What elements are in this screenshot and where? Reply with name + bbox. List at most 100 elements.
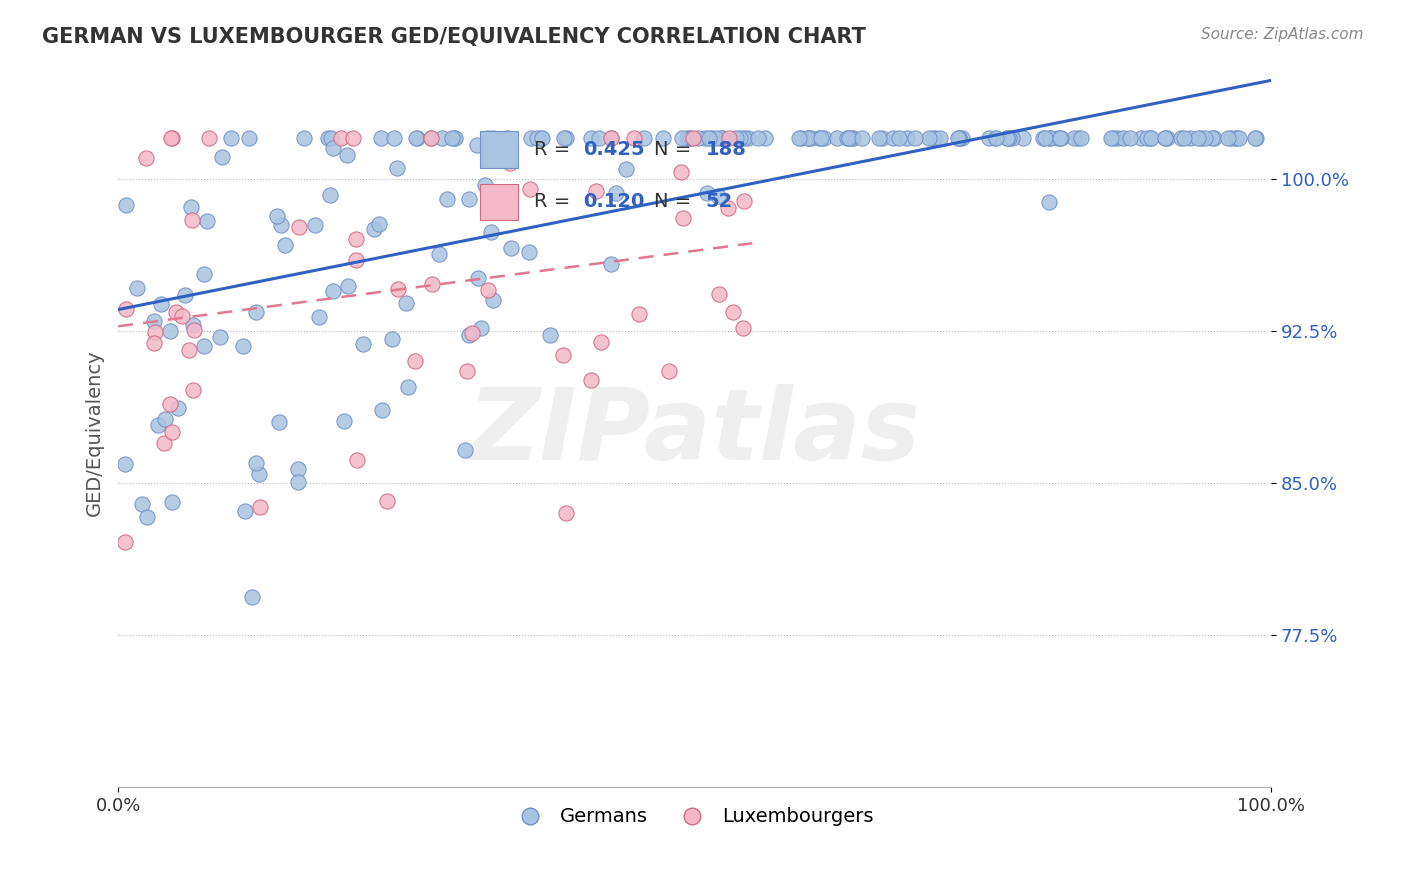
Point (986, 131, 1008, 145)
Point (922, 131, 945, 145)
Point (1047, 131, 1070, 145)
Point (135, 151, 157, 165)
Point (697, 131, 720, 145)
Point (1244, 131, 1267, 145)
Point (904, 131, 927, 145)
Point (1194, 131, 1216, 145)
Point (585, 184, 607, 198)
Point (813, 131, 835, 145)
Text: ZIPatlas: ZIPatlas (468, 384, 921, 481)
Point (344, 252, 367, 267)
Point (889, 131, 911, 145)
Point (837, 131, 859, 145)
Point (232, 339, 254, 353)
Point (1039, 131, 1062, 145)
Point (747, 131, 769, 145)
Point (588, 131, 610, 145)
Point (371, 403, 394, 417)
Point (238, 131, 260, 145)
Point (211, 150, 233, 164)
Point (1001, 131, 1024, 145)
Point (337, 279, 360, 293)
Point (995, 131, 1018, 145)
Point (704, 131, 727, 145)
Point (160, 131, 183, 145)
Point (1067, 131, 1090, 145)
Point (245, 305, 267, 319)
Point (149, 297, 172, 311)
Point (387, 282, 409, 296)
Point (1050, 131, 1073, 145)
Point (115, 197, 138, 211)
Point (467, 271, 489, 285)
Point (520, 131, 543, 145)
Point (1140, 131, 1163, 145)
Point (115, 302, 138, 317)
Point (825, 131, 848, 145)
Point (529, 131, 551, 145)
Point (181, 318, 204, 333)
Point (352, 337, 374, 351)
Point (465, 137, 488, 152)
Point (456, 364, 478, 378)
Point (671, 131, 693, 145)
Point (555, 506, 578, 520)
Point (404, 354, 426, 368)
Point (368, 217, 391, 231)
Point (519, 245, 541, 260)
Point (870, 131, 893, 145)
Point (160, 495, 183, 509)
Point (159, 324, 181, 338)
Point (728, 131, 751, 145)
Point (247, 467, 270, 482)
Point (526, 131, 548, 145)
Point (159, 397, 181, 411)
Point (984, 131, 1007, 145)
Point (143, 325, 166, 339)
Point (1063, 131, 1085, 145)
Point (721, 305, 744, 319)
Point (454, 442, 477, 457)
Point (555, 131, 578, 145)
Point (461, 326, 484, 340)
Point (896, 131, 918, 145)
Y-axis label: GED/Equivalency: GED/Equivalency (86, 349, 104, 516)
Point (160, 425, 183, 439)
Point (420, 277, 443, 291)
Point (136, 509, 159, 524)
Point (1032, 131, 1054, 145)
Point (1220, 131, 1243, 145)
Point (114, 535, 136, 549)
Point (681, 131, 703, 145)
Point (676, 131, 699, 145)
Point (1187, 131, 1209, 145)
Point (707, 189, 730, 203)
Point (267, 416, 290, 430)
Point (336, 148, 359, 162)
Point (1173, 131, 1195, 145)
Point (153, 436, 176, 450)
Point (1216, 131, 1239, 145)
Point (1038, 195, 1060, 210)
Point (658, 364, 681, 378)
Point (477, 283, 499, 297)
Point (183, 323, 205, 337)
Point (600, 131, 623, 145)
Point (538, 328, 561, 343)
Point (700, 131, 723, 145)
Point (308, 310, 330, 325)
Point (651, 131, 673, 145)
Point (458, 327, 481, 342)
Point (382, 131, 405, 145)
Point (711, 131, 734, 145)
Point (458, 192, 481, 206)
Point (519, 182, 541, 196)
Point (195, 214, 218, 228)
Text: Source: ZipAtlas.com: Source: ZipAtlas.com (1201, 27, 1364, 42)
Point (790, 131, 813, 145)
Point (474, 178, 496, 193)
Point (693, 131, 716, 145)
Point (287, 462, 309, 476)
Point (375, 494, 398, 508)
Point (444, 131, 467, 145)
